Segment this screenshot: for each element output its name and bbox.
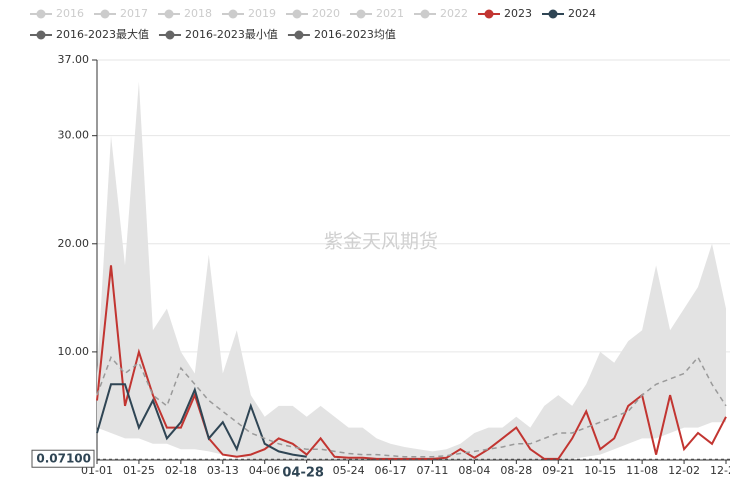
- x-tick-label: 10-15: [584, 464, 616, 477]
- x-tick-label: 11-08: [626, 464, 658, 477]
- x-tick-label: 05-24: [333, 464, 365, 477]
- x-tick-label: 07-11: [416, 464, 448, 477]
- legend-icon-dot: [100, 9, 110, 19]
- legend-item[interactable]: 2016-2023最小值: [158, 28, 278, 41]
- pointer-x-box: [279, 463, 328, 478]
- legend-text: 2016: [56, 7, 84, 20]
- legend-icon-dot: [164, 9, 174, 19]
- legend-text: 2024: [568, 7, 596, 20]
- legend-text: 2016-2023均值: [314, 28, 396, 41]
- legend-item[interactable]: 2024: [542, 7, 596, 20]
- y-tick-label: 30.00: [58, 129, 90, 142]
- legend-text: 2019: [248, 7, 276, 20]
- legend-item[interactable]: 2016-2023最大值: [30, 27, 149, 41]
- legend-icon-dot: [356, 9, 366, 19]
- x-tick-label: 04-06: [249, 464, 281, 477]
- x-tick-label: 12-02: [668, 464, 700, 477]
- legend-icon-dot: [548, 9, 558, 19]
- y-tick-label: 37.00: [58, 53, 90, 66]
- pointer: 04-28 0.07100: [31, 449, 730, 478]
- legend-icon-dot: [165, 30, 175, 40]
- x-tick-label: 02-18: [165, 464, 197, 477]
- legend-icon-dot: [294, 30, 304, 40]
- legend-item[interactable]: 2021: [350, 7, 404, 20]
- legend-icon-dot: [36, 30, 46, 40]
- x-tick-label: 06-17: [375, 464, 407, 477]
- y-tick-label: 20.00: [58, 237, 90, 250]
- x-tick-label: 08-28: [500, 464, 532, 477]
- y-tick-label: 10.00: [58, 345, 90, 358]
- legend-item[interactable]: 2017: [94, 7, 148, 20]
- x-tick-label: 09-21: [542, 464, 574, 477]
- x-tick-label: 12-26: [710, 464, 730, 477]
- series-line: [96, 383, 307, 458]
- pointer-y-label: 0.07100: [36, 452, 91, 466]
- legend-text: 2020: [312, 7, 340, 20]
- watermark: 紫金天风期货: [324, 231, 438, 253]
- pointer-x-label: 04-28: [282, 466, 324, 478]
- legend-item[interactable]: 2019: [222, 7, 276, 20]
- legend-text: 2021: [376, 7, 404, 20]
- legend-icon-dot: [292, 9, 302, 19]
- legend-text: 2022: [440, 7, 468, 20]
- pointer-y-box: [31, 449, 95, 468]
- legend-item[interactable]: 2018: [158, 7, 212, 20]
- legend-text: 2023: [504, 7, 532, 20]
- legend-icon-dot: [420, 9, 430, 19]
- x-tick-label: 01-25: [123, 464, 155, 477]
- legend-text: 2016-2023最小值: [185, 28, 278, 41]
- x-tick-label: 03-13: [207, 464, 239, 477]
- average-line: [96, 355, 727, 458]
- x-tick-label: 08-04: [458, 464, 490, 477]
- legend-text: 2018: [184, 7, 212, 20]
- legend-text: 2016-2023最大值: [56, 27, 149, 41]
- legend: 2016 2017 2018 2019 2020 2021 2022 2023 2024 2016…: [30, 7, 596, 41]
- legend-item[interactable]: 2022: [414, 7, 468, 20]
- legend-item[interactable]: 2016-2023均值: [287, 28, 396, 41]
- legend-icon-dot: [228, 9, 238, 19]
- legend-text: 2017: [120, 7, 148, 20]
- legend-item[interactable]: 2023: [478, 7, 532, 20]
- legend-icon-dot: [484, 9, 494, 19]
- legend-item[interactable]: 2016: [30, 7, 84, 20]
- legend-item[interactable]: 2020: [286, 7, 340, 20]
- legend-icon-dot: [36, 9, 46, 19]
